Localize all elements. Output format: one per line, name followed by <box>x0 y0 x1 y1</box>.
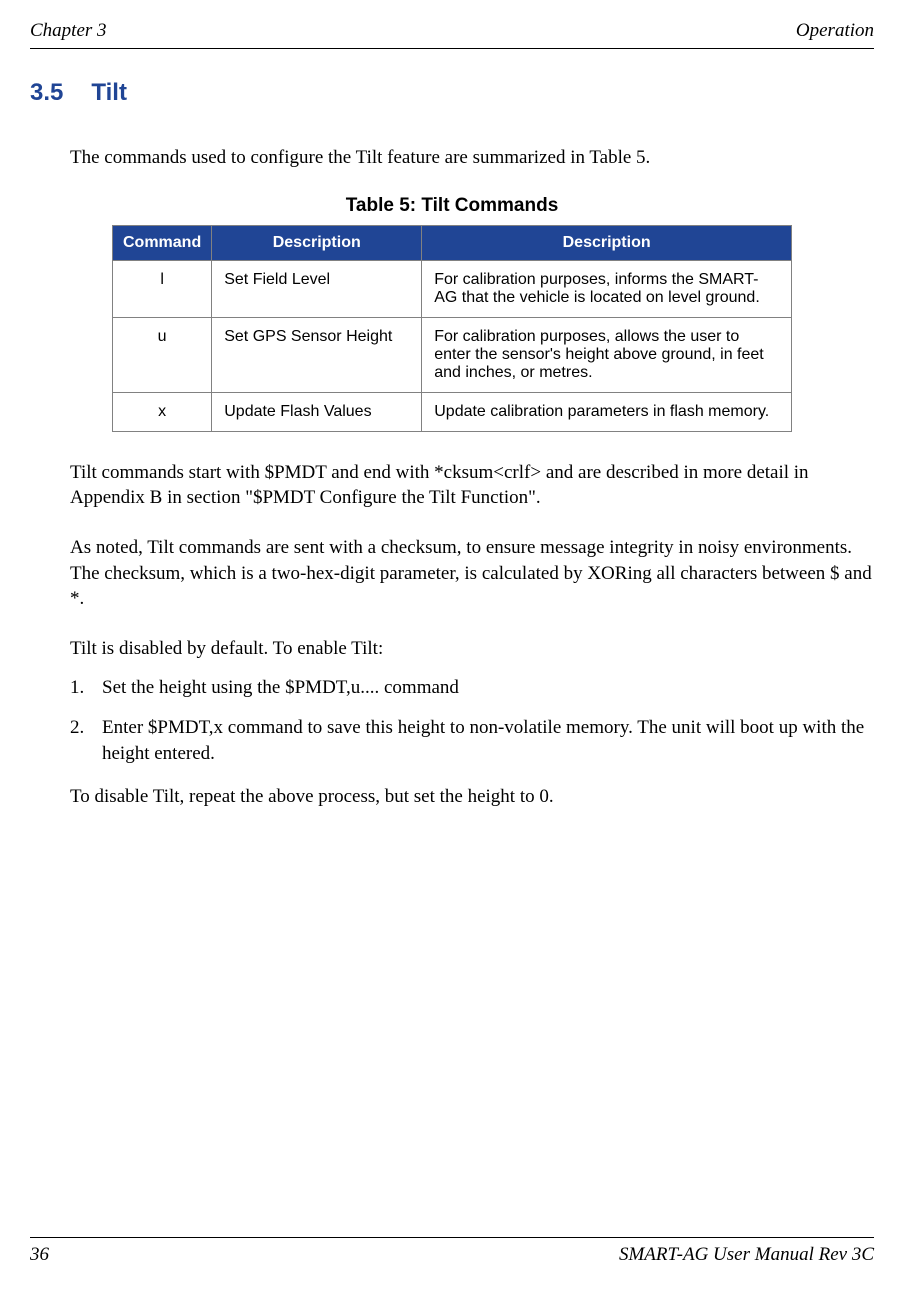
table-caption: Table 5: Tilt Commands <box>30 195 874 217</box>
table-cell-detail: For calibration purposes, informs the SM… <box>422 260 792 317</box>
body-paragraph: Tilt is disabled by default. To enable T… <box>70 636 874 662</box>
intro-paragraph: The commands used to configure the Tilt … <box>70 145 874 171</box>
page-footer: 36 SMART-AG User Manual Rev 3C <box>30 1237 874 1266</box>
section-title: Tilt <box>91 79 127 106</box>
section-heading: 3.5 Tilt <box>30 79 874 107</box>
table-cell-description: Set Field Level <box>212 260 422 317</box>
body-paragraph: As noted, Tilt commands are sent with a … <box>70 535 874 612</box>
table-row: l Set Field Level For calibration purpos… <box>113 260 792 317</box>
table-row: x Update Flash Values Update calibration… <box>113 392 792 431</box>
list-item: 2. Enter $PMDT,x command to save this he… <box>70 715 874 766</box>
table-header-row: Command Description Description <box>113 225 792 260</box>
table-cell-command: u <box>113 317 212 392</box>
table-cell-detail: Update calibration parameters in flash m… <box>422 392 792 431</box>
footer-manual-title: SMART-AG User Manual Rev 3C <box>619 1244 874 1266</box>
table-cell-command: l <box>113 260 212 317</box>
list-text: Enter $PMDT,x command to save this heigh… <box>102 715 874 766</box>
ordered-list: 1. Set the height using the $PMDT,u.... … <box>70 675 874 766</box>
list-number: 1. <box>70 675 102 701</box>
table-cell-description: Update Flash Values <box>212 392 422 431</box>
list-number: 2. <box>70 715 102 766</box>
body-paragraph: Tilt commands start with $PMDT and end w… <box>70 460 874 511</box>
table-header: Description <box>212 225 422 260</box>
list-text: Set the height using the $PMDT,u.... com… <box>102 675 459 701</box>
header-right: Operation <box>796 20 874 42</box>
section-number: 3.5 <box>30 79 63 106</box>
table-cell-description: Set GPS Sensor Height <box>212 317 422 392</box>
page-header: Chapter 3 Operation <box>30 20 874 49</box>
table-header: Command <box>113 225 212 260</box>
table-row: u Set GPS Sensor Height For calibration … <box>113 317 792 392</box>
body-paragraph: To disable Tilt, repeat the above proces… <box>70 784 874 810</box>
table-cell-command: x <box>113 392 212 431</box>
page-number: 36 <box>30 1244 49 1266</box>
header-left: Chapter 3 <box>30 20 107 42</box>
table-header: Description <box>422 225 792 260</box>
table-cell-detail: For calibration purposes, allows the use… <box>422 317 792 392</box>
tilt-commands-table: Command Description Description l Set Fi… <box>112 225 792 432</box>
list-item: 1. Set the height using the $PMDT,u.... … <box>70 675 874 701</box>
